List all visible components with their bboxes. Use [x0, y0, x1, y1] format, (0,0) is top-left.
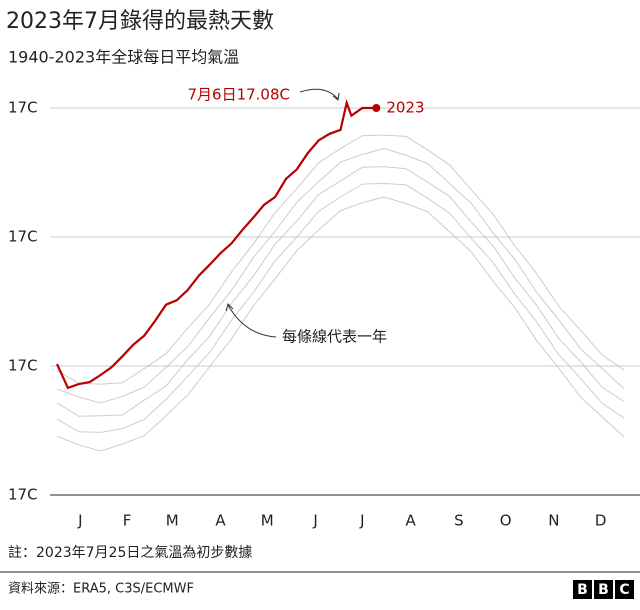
x-tick-label: J: [77, 512, 82, 530]
y-tick-label: 17C: [8, 357, 38, 375]
logo-letter: B: [577, 582, 588, 598]
x-tick-label: N: [548, 512, 559, 530]
end-dot: [372, 104, 381, 112]
x-tick-label: J: [359, 512, 364, 530]
logo-box: [573, 580, 592, 599]
year-line: [56, 166, 625, 417]
x-tick-label: A: [215, 512, 226, 530]
year-line: [56, 196, 625, 452]
x-tick-label: O: [500, 512, 512, 530]
y-tick-label: 17C: [8, 99, 38, 117]
year-line: [56, 134, 625, 385]
x-tick-label: A: [405, 512, 416, 530]
lines-annotation: 每條線代表一年: [282, 328, 387, 346]
note: 註：2023年7月25日之氣溫為初步數據: [8, 544, 252, 561]
logo-letter: B: [598, 582, 609, 598]
chart-subtitle: 1940-2023年全球每日平均氣溫: [8, 48, 239, 67]
x-tick-label: F: [123, 512, 132, 530]
peak-annotation: 7月6日17.08C: [187, 86, 290, 104]
x-tick-label: S: [454, 512, 464, 530]
y-tick-label: 17C: [8, 228, 38, 246]
logo-box: [615, 580, 634, 599]
x-tick-label: M: [166, 512, 179, 530]
series-label: 2023: [386, 99, 424, 117]
source: 資料來源：ERA5, C3S/ECMWF: [8, 582, 194, 597]
x-tick-label: D: [595, 512, 607, 530]
logo-box: [594, 580, 613, 599]
line-2023: [55, 98, 377, 390]
annotation-arrowhead: [332, 92, 340, 101]
annotation-arrow: [299, 88, 339, 100]
annotation-arrow: [227, 304, 277, 338]
chart-title: 2023年7月錄得的最熱天數: [6, 9, 274, 34]
plot-area: 17C 17C 17C 17C J F M A M J J A S O N D 2023: [8, 99, 640, 530]
annotation-arrowhead: [225, 303, 234, 312]
x-tick-label: J: [312, 512, 317, 530]
y-tick-label: 17C: [8, 486, 38, 504]
year-line: [56, 182, 625, 433]
logo-letter: C: [619, 582, 629, 598]
year-line: [56, 148, 625, 404]
x-tick-label: M: [261, 512, 274, 530]
